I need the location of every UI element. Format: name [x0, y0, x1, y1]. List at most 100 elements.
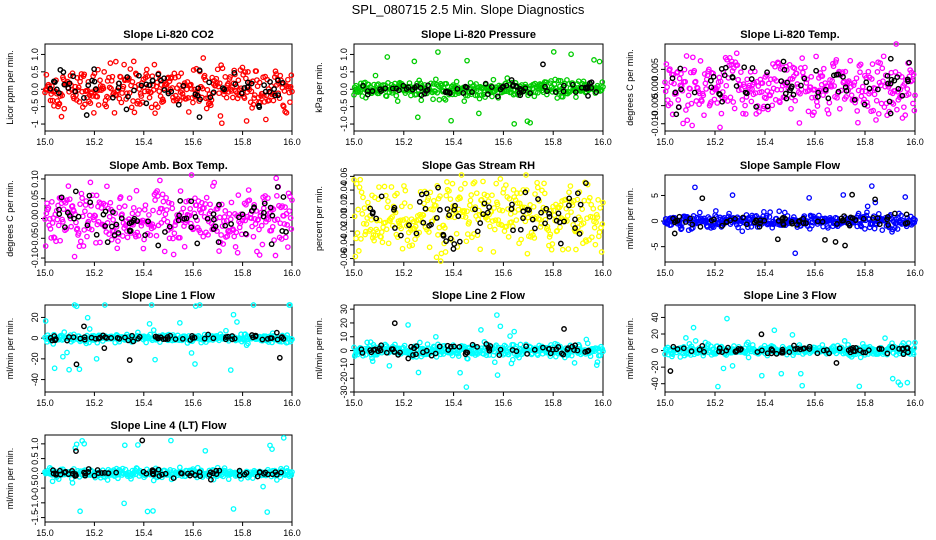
data-point — [152, 110, 158, 117]
reference-point — [91, 472, 98, 479]
data-point — [370, 232, 377, 238]
reference-point — [383, 349, 390, 356]
data-point — [250, 101, 257, 108]
y-tick-label: -20 — [30, 352, 40, 365]
reference-point — [577, 201, 584, 208]
y-tick-label: 30 — [339, 304, 349, 314]
data-point — [457, 186, 464, 192]
data-point — [724, 98, 731, 104]
data-point — [136, 207, 143, 213]
data-point — [144, 508, 151, 515]
reference-point — [122, 334, 128, 341]
reference-point — [571, 347, 577, 353]
x-tick-label: 15.0 — [656, 137, 674, 147]
reference-point — [99, 470, 105, 476]
data-point — [259, 241, 266, 248]
data-point — [285, 83, 292, 90]
data-point — [210, 476, 217, 483]
data-point — [97, 77, 103, 84]
reference-point — [210, 226, 217, 233]
reference-point — [445, 347, 452, 353]
data-point — [150, 224, 157, 231]
reference-point — [669, 75, 676, 82]
data-point — [513, 217, 520, 223]
data-point — [148, 302, 155, 308]
reference-point — [673, 111, 680, 118]
reference-point — [900, 351, 907, 358]
reference-point — [833, 360, 840, 366]
reference-point — [578, 84, 585, 91]
reference-point — [830, 72, 837, 79]
reference-point — [101, 345, 108, 352]
y-tick-label: 0.04 — [339, 181, 349, 199]
reference-point — [526, 207, 532, 213]
data-point — [555, 77, 562, 84]
data-point — [394, 98, 401, 104]
x-tick-label: 16.0 — [906, 268, 924, 278]
panel-6: Slope Sample Flow ml/min per min. 15.0 15.2… — [625, 160, 924, 278]
data-point — [281, 88, 288, 94]
data-point — [797, 370, 804, 377]
data-point — [227, 216, 234, 223]
data-point — [840, 192, 847, 198]
data-point — [497, 323, 504, 330]
reference-point — [561, 326, 567, 332]
data-point — [288, 472, 295, 478]
reference-point — [400, 82, 407, 89]
data-point — [287, 215, 294, 221]
data-point — [197, 229, 204, 236]
reference-point — [81, 323, 87, 330]
data-point — [541, 190, 548, 197]
reference-point — [743, 221, 750, 228]
data-point — [893, 41, 900, 47]
x-tick-label: 15.0 — [656, 398, 674, 408]
reference-point — [89, 77, 95, 84]
reference-point — [57, 66, 64, 73]
data-point — [227, 367, 234, 373]
reference-point — [276, 354, 283, 361]
reference-point — [268, 241, 275, 248]
reference-point — [95, 470, 102, 477]
reference-point — [740, 214, 746, 221]
reference-point — [863, 79, 870, 86]
reference-point — [191, 334, 198, 341]
data-point — [591, 224, 598, 231]
reference-point — [819, 218, 826, 225]
x-tick-label: 15.0 — [36, 268, 54, 278]
y-tick-label: -1.0 — [30, 495, 40, 511]
reference-point — [72, 88, 79, 95]
data-point — [689, 122, 696, 129]
data-point — [77, 508, 83, 515]
data-point — [287, 302, 293, 308]
data-point — [809, 222, 815, 229]
data-point — [282, 234, 289, 241]
y-tick-label: 40 — [650, 312, 660, 322]
y-tick-label: 0.02 — [339, 195, 349, 213]
data-point — [799, 382, 806, 389]
data-point — [892, 69, 899, 75]
reference-point — [241, 471, 248, 478]
data-point — [717, 124, 723, 131]
y-axis-label: kPa per min. — [314, 62, 324, 113]
reference-point — [717, 91, 723, 98]
data-point — [360, 220, 367, 227]
data-point — [430, 96, 436, 103]
data-point — [856, 383, 863, 390]
reference-point — [261, 470, 267, 477]
data-point — [188, 86, 195, 92]
data-point — [889, 375, 896, 382]
data-point — [116, 204, 123, 211]
data-point — [394, 190, 400, 197]
y-tick-label: 0.0 — [339, 83, 349, 96]
reference-point — [423, 87, 430, 94]
data-point — [171, 70, 178, 77]
data-point — [869, 61, 876, 67]
reference-point — [788, 85, 795, 91]
reference-point — [229, 336, 236, 343]
data-point — [73, 303, 80, 310]
data-point — [272, 68, 279, 75]
reference-point — [555, 210, 562, 217]
data-point — [568, 209, 574, 215]
data-point — [77, 74, 84, 81]
reference-point — [523, 343, 529, 350]
